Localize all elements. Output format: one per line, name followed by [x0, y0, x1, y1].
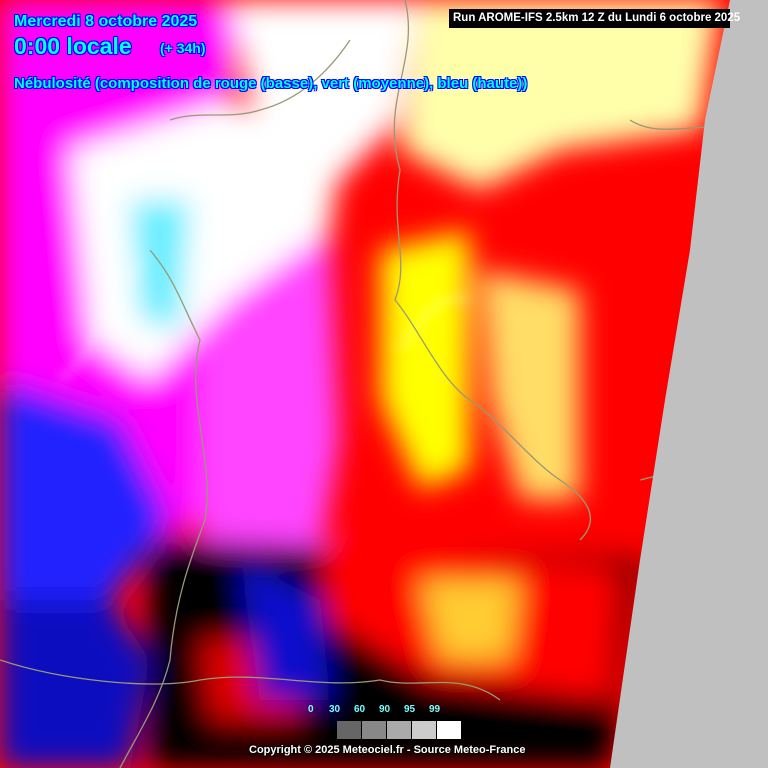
forecast-date: Mercredi 8 octobre 2025: [14, 13, 198, 30]
legend-label: 0: [308, 704, 314, 715]
lead-time: (+ 34h): [160, 40, 206, 56]
legend-swatch: [437, 721, 461, 739]
run-info: Run AROME-IFS 2.5km 12 Z du Lundi 6 octo…: [449, 9, 740, 28]
parameter-title: Nébulosité (composition de rouge (basse)…: [14, 75, 528, 92]
legend-label: 95: [404, 704, 416, 715]
legend-label: 60: [354, 704, 366, 715]
legend-label: 90: [379, 704, 391, 715]
outside-domain: [610, 0, 768, 768]
legend-swatch: [412, 721, 436, 739]
legend-swatch: [362, 721, 386, 739]
legend-label: 99: [429, 704, 441, 715]
legend-swatch: [337, 721, 361, 739]
forecast-hour: 0:00 locale: [14, 33, 132, 59]
legend-label: 30: [329, 704, 341, 715]
legend-swatch: [387, 721, 411, 739]
copyright: Copyright © 2025 Meteociel.fr - Source M…: [249, 744, 526, 756]
